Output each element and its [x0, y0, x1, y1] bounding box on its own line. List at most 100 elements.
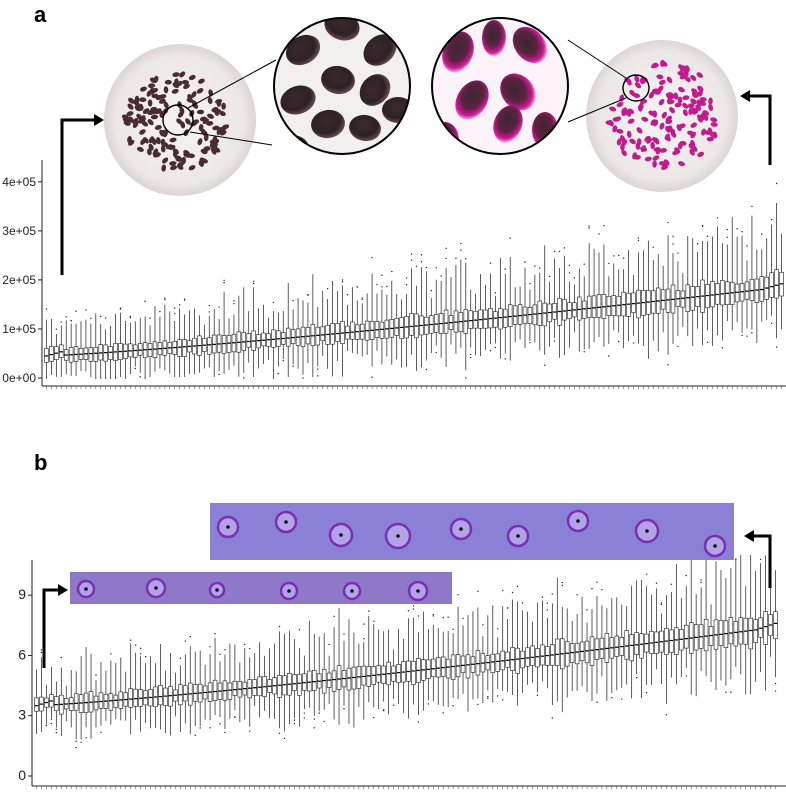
box-plot-5 [63, 316, 69, 375]
seed [695, 104, 702, 111]
outlier-point [75, 310, 77, 312]
stain-strip-lower-bg [70, 572, 452, 604]
stain-halo [703, 534, 727, 558]
y-tick-label: 9 [18, 586, 26, 602]
outlier-point [124, 377, 127, 379]
outlier-point [632, 342, 635, 344]
outlier-point [608, 355, 610, 357]
box-plot-2 [49, 318, 54, 375]
seed [140, 86, 147, 92]
box-plot-128 [670, 235, 676, 344]
seeds-left [121, 71, 230, 172]
seed-zoomed [500, 73, 536, 111]
outlier-point [516, 585, 519, 588]
outlier-point [55, 731, 58, 734]
outlier-point [741, 231, 743, 233]
seed [634, 75, 640, 83]
seed [198, 78, 205, 84]
stain-halo [384, 522, 412, 550]
seed-zoomed [280, 85, 316, 115]
box-iqr [738, 617, 744, 645]
outlier-point [502, 589, 504, 592]
stain-halo [279, 581, 299, 601]
box-plot-61 [331, 615, 337, 720]
box-iqr [443, 309, 449, 334]
box-plot-140 [723, 577, 729, 694]
outlier-point [209, 646, 211, 648]
outlier-point [741, 334, 743, 337]
seed [163, 86, 169, 94]
outlier-point [588, 225, 590, 227]
box-plot-54 [297, 629, 302, 727]
box-plot-130 [674, 564, 679, 685]
seed [136, 146, 144, 152]
box-plot-87 [460, 617, 466, 694]
halo-center [287, 589, 291, 593]
seed [670, 131, 677, 138]
box-iqr [710, 281, 715, 308]
outlier-point [343, 707, 345, 710]
box-plot-139 [725, 228, 730, 322]
outlier-point [452, 628, 454, 631]
seed [633, 154, 641, 160]
outlier-point [183, 299, 186, 301]
outlier-point [534, 265, 536, 267]
outlier-point [417, 721, 420, 723]
box-plot-78 [416, 615, 421, 723]
box-plot-35 [211, 309, 217, 377]
box-plot-50 [285, 282, 291, 377]
box-plot-9 [83, 309, 89, 372]
box-plot-54 [305, 293, 311, 364]
outlier-point [524, 261, 526, 263]
outlier-point [144, 377, 146, 379]
seed [161, 164, 167, 172]
seed [150, 114, 159, 120]
box-plot-109 [569, 620, 575, 692]
box-iqr [177, 339, 182, 357]
box-plot-72 [394, 294, 399, 360]
outlier-point [573, 277, 576, 279]
outlier-point [95, 377, 97, 379]
box-plot-43 [242, 643, 248, 720]
seed [651, 62, 658, 69]
outlier-point [282, 359, 284, 362]
outlier-point [774, 682, 777, 685]
box-plot-43 [251, 280, 256, 377]
outlier-point [405, 277, 408, 279]
seed [185, 118, 191, 125]
outlier-point [110, 653, 112, 655]
seed [678, 86, 685, 93]
box-plot-81 [431, 613, 436, 702]
halo-center [459, 527, 463, 531]
outlier-point [368, 610, 370, 612]
seed [665, 134, 671, 142]
box-plot-41 [232, 644, 238, 719]
box-iqr [512, 305, 518, 325]
seed [616, 138, 622, 146]
box-plot-66 [356, 643, 362, 707]
box-plot-64 [346, 619, 352, 724]
box-plot-93 [490, 605, 496, 703]
box-plot-4 [59, 321, 64, 377]
outlier-point [407, 609, 410, 612]
box-plot-110 [574, 594, 580, 691]
box-plot-48 [276, 312, 281, 375]
outlier-point [381, 286, 383, 288]
seed [627, 118, 635, 124]
seed [160, 145, 166, 153]
seed [198, 124, 204, 132]
box-iqr [227, 682, 233, 700]
outlier-point [40, 649, 43, 651]
box-plot-30 [187, 310, 192, 374]
box-plot-137 [715, 217, 720, 336]
box-plot-32 [188, 635, 193, 735]
seed [155, 94, 163, 101]
box-iqr [183, 685, 188, 702]
seed [171, 88, 179, 94]
box-plot-116 [611, 255, 617, 331]
box-iqr [290, 329, 296, 344]
box-plot-51 [282, 633, 287, 740]
seed [637, 104, 643, 112]
box-iqr [503, 308, 508, 328]
outlier-point [696, 243, 699, 245]
